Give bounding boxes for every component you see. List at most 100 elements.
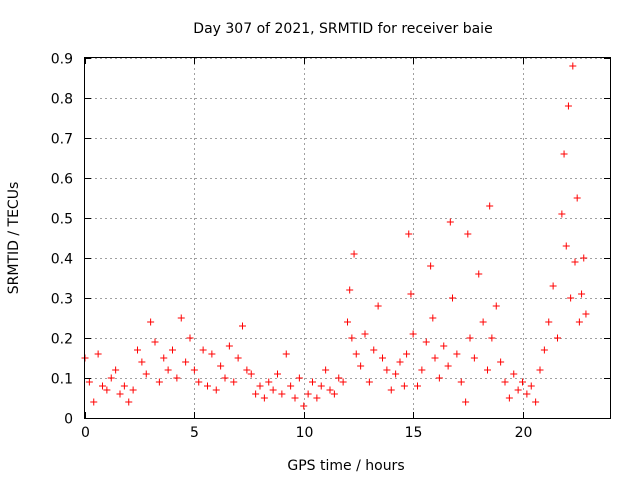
- y-tick-label: 0.6: [51, 172, 73, 188]
- data-point: [403, 350, 411, 358]
- data-point: [120, 382, 128, 390]
- data-point: [554, 334, 561, 342]
- data-point: [282, 350, 290, 358]
- y-tick-label: 0.1: [51, 372, 73, 388]
- data-point: [269, 386, 277, 394]
- data-point: [186, 334, 194, 342]
- data-point: [339, 378, 347, 386]
- data-point: [422, 338, 430, 346]
- data-point: [116, 390, 124, 398]
- data-point: [225, 342, 233, 350]
- y-tick-label: 0: [64, 412, 73, 428]
- data-point: [409, 330, 417, 338]
- data-point: [204, 382, 211, 390]
- data-point: [523, 390, 531, 398]
- data-point: [462, 398, 470, 406]
- y-tick-label: 0.4: [51, 252, 73, 268]
- x-tick-label: 20: [515, 425, 533, 441]
- data-point: [457, 378, 465, 386]
- data-point: [558, 210, 566, 218]
- data-point: [90, 398, 98, 406]
- data-point: [519, 378, 526, 386]
- data-point: [190, 366, 198, 374]
- data-point: [300, 402, 308, 410]
- data-point: [510, 370, 518, 378]
- data-point: [230, 378, 238, 386]
- data-point: [582, 310, 590, 318]
- data-point: [549, 282, 557, 290]
- data-point: [567, 294, 575, 302]
- data-point: [505, 394, 513, 402]
- data-point: [256, 382, 264, 390]
- data-point: [239, 322, 246, 330]
- data-point: [247, 370, 255, 378]
- data-point: [164, 366, 172, 374]
- data-point: [155, 378, 163, 386]
- data-point: [322, 366, 330, 374]
- x-tick-label: 0: [81, 425, 90, 441]
- data-point: [134, 346, 141, 354]
- data-point: [497, 358, 505, 366]
- data-point: [94, 350, 102, 358]
- data-point: [396, 358, 404, 366]
- x-tick-labels: 0 5 10 15 20: [81, 425, 532, 441]
- x-tick-label: 10: [296, 425, 314, 441]
- data-point: [142, 370, 150, 378]
- data-point: [309, 378, 316, 386]
- data-point: [449, 294, 456, 302]
- data-point: [169, 346, 176, 354]
- data-point: [392, 370, 400, 378]
- data-point: [252, 390, 260, 398]
- data-point: [125, 398, 133, 406]
- data-point: [265, 378, 273, 386]
- data-point: [370, 346, 378, 354]
- data-point: [217, 362, 225, 370]
- y-tick-label: 0.9: [51, 52, 73, 68]
- data-point: [147, 318, 155, 326]
- data-point: [414, 382, 421, 390]
- data-point: [486, 202, 494, 210]
- data-point: [260, 394, 268, 402]
- data-point: [326, 386, 334, 394]
- data-point: [295, 374, 303, 382]
- data-point: [278, 390, 286, 398]
- data-point: [540, 346, 548, 354]
- data-point: [431, 354, 439, 362]
- y-tick-label: 0.7: [51, 132, 73, 148]
- data-point: [387, 386, 395, 394]
- data-point: [107, 374, 115, 382]
- data-point: [444, 362, 452, 370]
- data-point: [85, 378, 93, 386]
- data-points: [81, 62, 590, 410]
- data-point: [453, 350, 461, 358]
- data-point: [475, 270, 483, 278]
- data-point: [304, 390, 312, 398]
- data-point: [446, 218, 454, 226]
- grid-lines: [85, 58, 610, 418]
- data-point: [129, 386, 137, 394]
- data-point: [536, 366, 544, 374]
- data-point: [479, 318, 487, 326]
- data-point: [407, 290, 415, 298]
- data-point: [571, 258, 579, 266]
- data-point: [99, 382, 106, 390]
- data-point: [383, 366, 391, 374]
- data-point: [501, 378, 509, 386]
- data-point: [177, 314, 185, 322]
- data-point: [173, 374, 181, 382]
- y-axis-label: SRMTID / TECUs: [6, 182, 22, 295]
- data-point: [580, 254, 588, 262]
- plot-frame: [84, 57, 611, 419]
- data-point: [335, 374, 343, 382]
- data-point: [379, 354, 386, 362]
- data-point: [313, 394, 321, 402]
- data-point: [291, 394, 299, 402]
- data-point: [418, 366, 426, 374]
- data-point: [208, 350, 216, 358]
- data-point: [234, 354, 242, 362]
- data-point: [405, 230, 413, 238]
- data-point: [560, 150, 568, 158]
- data-point: [182, 358, 190, 366]
- data-point: [575, 318, 583, 326]
- x-tick-label: 5: [190, 425, 199, 441]
